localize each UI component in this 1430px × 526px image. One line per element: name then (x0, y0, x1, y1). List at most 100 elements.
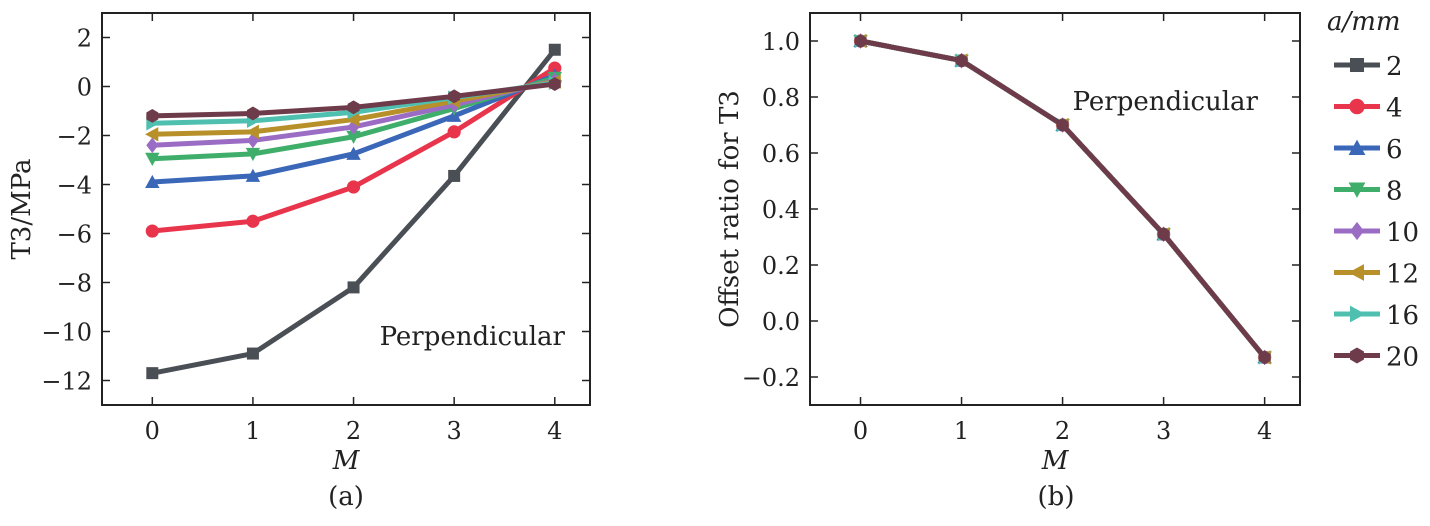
series-12 (853, 33, 1271, 365)
x-tick-label: 1 (954, 417, 969, 445)
panel-label: (a) (328, 482, 364, 512)
x-tick-label: 3 (1156, 417, 1171, 445)
x-tick-label: 4 (547, 417, 562, 445)
y-tick-label: 0.2 (762, 252, 800, 280)
legend-entry-8: 8 (1334, 177, 1403, 207)
data-point-8 (145, 152, 160, 166)
y-tick-label: −6 (57, 221, 92, 249)
y-axis-label: Offset ratio for T3 (715, 90, 745, 328)
legend-entry-6: 6 (1334, 135, 1403, 165)
x-tick-label: 2 (1055, 417, 1070, 445)
annotation-label: Perpendicular (1073, 87, 1259, 117)
legend-marker (1348, 139, 1366, 155)
annotation-label: Perpendicular (380, 322, 566, 352)
data-point-20 (347, 100, 360, 115)
data-point-4 (346, 180, 361, 194)
legend-entry-4: 4 (1334, 94, 1403, 124)
x-tick-label: 3 (447, 417, 462, 445)
series-20 (854, 34, 1271, 365)
panel-b: 0 1 2 3 4 1.0 0.8 0.6 0.4 0.2 0.0 −0.2 Perpendicular… (715, 12, 1301, 512)
legend-label: 6 (1386, 135, 1403, 165)
legend-entry-16: 16 (1334, 301, 1419, 331)
y-tick-label: −2 (57, 123, 92, 151)
data-point-20 (1157, 227, 1170, 242)
y-tick-label: 1.0 (762, 28, 800, 56)
y-axis-label: T3/MPa (7, 158, 37, 259)
plot-frame (809, 12, 1301, 406)
y-tick-label: 0.0 (762, 308, 800, 336)
data-point-20 (1258, 350, 1271, 365)
data-point-20 (448, 89, 461, 104)
panel-label: (b) (1038, 482, 1075, 512)
y-tick-label: 0.4 (762, 196, 800, 224)
data-point-20 (246, 106, 259, 121)
data-point-12 (346, 112, 360, 127)
legend-marker (1350, 347, 1364, 364)
data-point-10 (146, 137, 159, 154)
y-tick-label: −12 (41, 368, 92, 396)
legend-entry-2: 2 (1334, 52, 1403, 82)
series-2 (146, 43, 561, 380)
series-4 (145, 61, 562, 238)
x-tick-label: 0 (853, 417, 868, 445)
y-tick-label: −8 (57, 270, 92, 298)
legend-marker (1350, 58, 1364, 72)
x-tick-label: 4 (1257, 417, 1272, 445)
data-point-8 (245, 147, 261, 162)
legend-label: 4 (1386, 94, 1403, 124)
legend-entry-10: 10 (1334, 218, 1419, 248)
y-tick-label: 0 (77, 74, 92, 102)
x-tick-label: 2 (346, 417, 361, 445)
y-tick-label: 2 (77, 25, 92, 53)
data-point-4 (246, 214, 260, 228)
legend-title: a/mm (1327, 7, 1401, 37)
y-tick-label: 0.6 (762, 140, 800, 168)
legend-label: 2 (1386, 52, 1403, 82)
data-point-20 (146, 109, 159, 123)
x-axis-label: M (1041, 446, 1070, 476)
legend: a/mm 2 4 6 8 10 12 16 20 (1327, 7, 1419, 373)
data-point-4 (145, 224, 159, 238)
data-point-20 (548, 77, 561, 91)
y-tick-label: −4 (57, 172, 92, 200)
data-point-20 (854, 34, 867, 48)
legend-label: 20 (1386, 343, 1419, 373)
series-20 (146, 77, 561, 123)
series-16 (854, 33, 1272, 365)
x-axis-label: M (332, 446, 361, 476)
data-point-20 (955, 53, 968, 68)
data-point-20 (1056, 118, 1069, 132)
data-point-8 (346, 130, 361, 144)
data-point-6 (346, 146, 361, 160)
legend-label: 8 (1386, 177, 1403, 207)
data-point-4 (447, 125, 461, 139)
data-point-12 (245, 124, 259, 140)
data-point-2 (146, 367, 159, 380)
legend-label: 16 (1386, 301, 1419, 331)
data-point-2 (448, 169, 461, 182)
data-point-2 (246, 347, 259, 360)
data-point-4 (548, 61, 562, 75)
plot-frame (101, 12, 591, 406)
legend-marker (1349, 98, 1365, 115)
legend-label: 10 (1386, 218, 1419, 248)
y-tick-label: −10 (41, 319, 92, 347)
y-tick-label: 0.8 (762, 84, 800, 112)
x-tick-label: 1 (245, 417, 260, 445)
series-2 (854, 35, 1271, 364)
legend-entry-20: 20 (1334, 343, 1419, 373)
series-4 (853, 34, 1272, 364)
series-10 (854, 33, 1271, 366)
data-point-6 (145, 174, 160, 189)
legend-entry-12: 12 (1334, 260, 1419, 290)
data-point-12 (145, 127, 159, 142)
legend-marker (1348, 264, 1364, 281)
legend-marker (1348, 182, 1366, 198)
series-6 (853, 33, 1272, 364)
data-point-6 (245, 168, 261, 182)
series-6 (145, 68, 562, 189)
data-point-2 (548, 43, 561, 56)
legend-marker (1350, 305, 1366, 323)
legend-label: 12 (1386, 260, 1419, 290)
